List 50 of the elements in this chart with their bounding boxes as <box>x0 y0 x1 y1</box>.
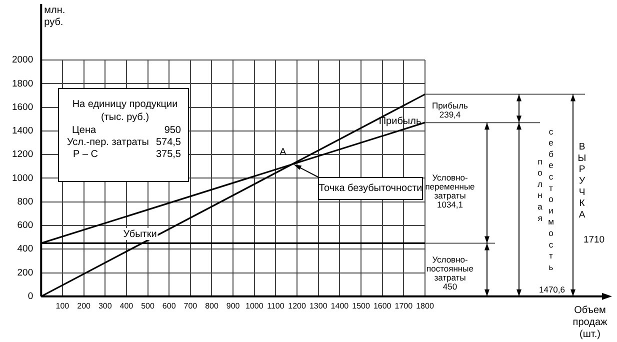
annotation: 574,5 <box>156 137 181 149</box>
x-tick-label: 800 <box>205 301 219 310</box>
y-tick-label: 1600 <box>12 102 34 113</box>
text: полная <box>538 156 543 223</box>
x-tick-label: 400 <box>120 301 134 310</box>
y-tick-label: 1000 <box>12 172 34 184</box>
annotation: На единицу продукции <box>72 99 178 111</box>
text: Условно- переменные затраты 1034,1 <box>425 172 476 210</box>
annotation: 375,5 <box>156 149 181 161</box>
text: Объем продаж (шт.) <box>572 304 608 340</box>
x-tick-label: 1500 <box>352 301 370 310</box>
x-tick-label: 700 <box>184 301 198 310</box>
text: 1470,6 <box>539 284 566 294</box>
annotation: Р – С <box>73 149 98 161</box>
y-tick-label: 800 <box>17 196 34 208</box>
x-tick-label: 1800 <box>416 301 434 310</box>
text: ВЫРУЧКА <box>578 142 586 220</box>
text: 1710 <box>583 234 605 246</box>
x-tick-label: 300 <box>98 301 112 310</box>
x-tick-label: 1100 <box>267 301 285 310</box>
x-tick-label: 500 <box>141 301 155 310</box>
x-tick-label: 1700 <box>394 301 414 310</box>
x-tick-label: 600 <box>162 301 176 310</box>
y-tick-label: 0 <box>28 291 34 302</box>
annotation: 950 <box>164 125 181 137</box>
annotation: Усл.-пер. затраты <box>67 137 149 149</box>
y-axis-title: млн. руб. <box>44 4 66 28</box>
text: Прибыль 239,4 <box>432 100 469 120</box>
annotation: (тыс. руб.) <box>100 112 150 124</box>
x-tick-label: 100 <box>56 301 70 310</box>
x-tick-label: 1400 <box>330 301 350 310</box>
y-tick-label: 1800 <box>12 78 34 90</box>
annotation: Цена <box>72 125 96 137</box>
x-tick-label: 1000 <box>245 301 264 310</box>
x-tick-label: 200 <box>77 301 92 310</box>
annotation: Убытки <box>123 228 157 240</box>
y-tick-label: 2000 <box>12 54 34 66</box>
x-tick-label: 900 <box>226 301 240 310</box>
x-tick-label: 1200 <box>288 301 306 310</box>
y-tick-label: 1200 <box>12 149 34 160</box>
x-tick-label: 1300 <box>309 301 328 310</box>
y-tick-label: 400 <box>17 244 34 255</box>
text: себестоимость <box>548 126 554 272</box>
y-tick-label: 200 <box>17 267 34 278</box>
callout-box: Точка безубыточности <box>318 177 423 200</box>
x-tick-label: 1600 <box>373 301 392 310</box>
annotation: Точка безубыточности <box>318 183 422 195</box>
y-tick-label: 600 <box>17 220 34 232</box>
text: Условно- постоянные затраты 450 <box>426 254 474 292</box>
y-tick-label: 1400 <box>12 126 34 137</box>
